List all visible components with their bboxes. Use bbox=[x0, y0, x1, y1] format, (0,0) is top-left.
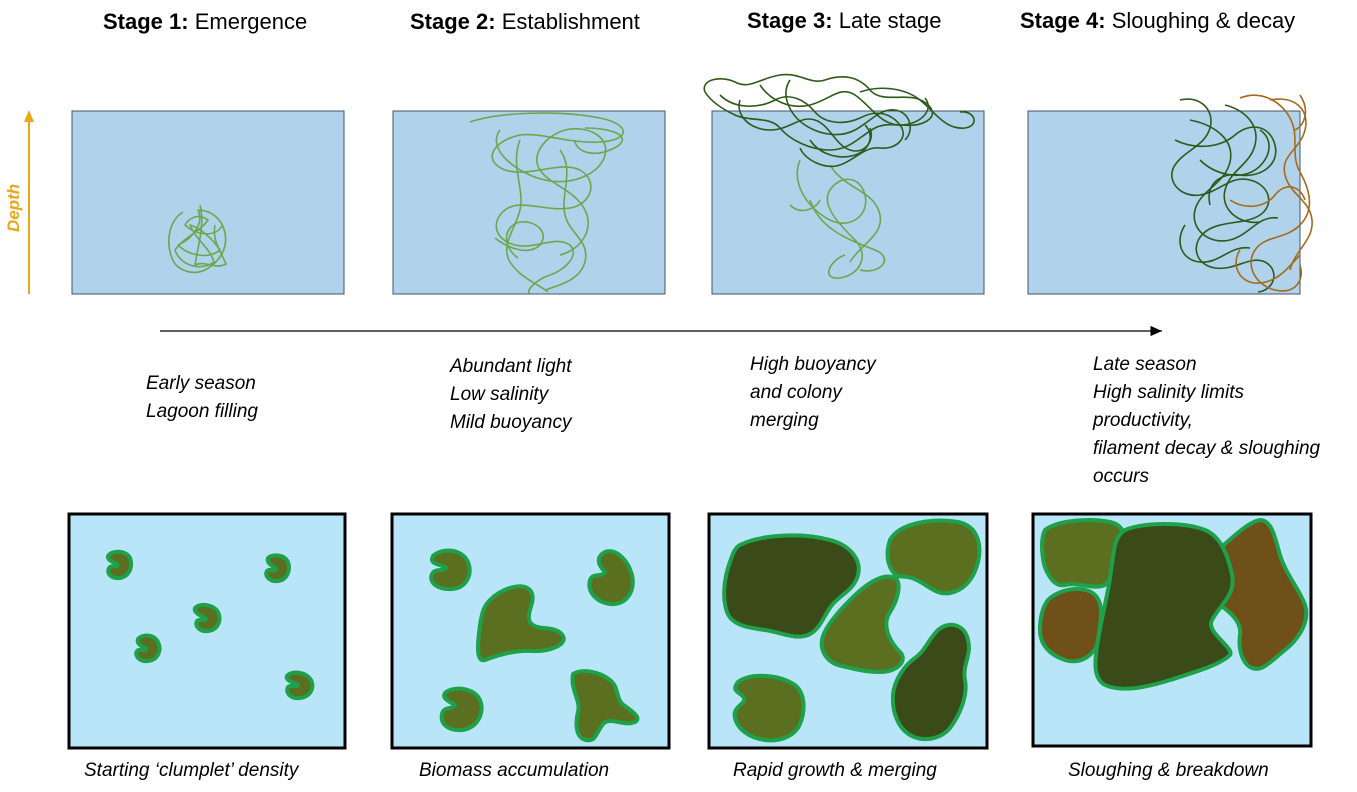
mat-s4-right-brown bbox=[1208, 518, 1309, 671]
clumplet-4 bbox=[134, 633, 162, 664]
filament-mass-stage-4 bbox=[1171, 94, 1313, 293]
clumplet-3 bbox=[192, 602, 222, 634]
stage-4-title: Stage 4: Sloughing & decay bbox=[1020, 8, 1296, 33]
mat-s2-c bbox=[476, 584, 566, 663]
stage-3-caption: Rapid growth & merging bbox=[733, 760, 937, 781]
water-panel-stage-4 bbox=[1027, 110, 1301, 295]
water-panel-stage-3 bbox=[711, 110, 985, 295]
stage-1-caption: Starting ‘clumplet’ density bbox=[84, 760, 299, 781]
clumplet-5 bbox=[284, 670, 315, 701]
mat-s2-e bbox=[439, 686, 484, 733]
clumplet-1 bbox=[105, 549, 134, 581]
clumplet-2 bbox=[264, 553, 291, 584]
water-panel-stage-1 bbox=[71, 110, 345, 295]
stage-2-description: Abundant light Low salinity Mild buoyanc… bbox=[450, 356, 572, 433]
stage-3-title: Stage 3: Late stage bbox=[747, 8, 942, 33]
mat-s4-left-brown bbox=[1038, 587, 1103, 664]
water-panel-stage-2 bbox=[392, 110, 666, 295]
stage-3-description: High buoyancy and colony merging bbox=[750, 354, 876, 431]
mat-s3-dark-bottom bbox=[890, 622, 971, 742]
stage-4-description: Late season High salinity limits product… bbox=[1093, 354, 1321, 487]
mat-s4-top-left bbox=[1040, 518, 1127, 589]
filament-mass-stage-2 bbox=[469, 112, 624, 294]
stage-1-title: Stage 1: Emergence bbox=[103, 9, 308, 34]
stage-4-caption: Sloughing & breakdown bbox=[1068, 760, 1269, 781]
stage-2-title: Stage 2: Establishment bbox=[410, 9, 640, 34]
filament-clump-stage-1 bbox=[168, 204, 227, 274]
filament-mass-stage-3 bbox=[703, 73, 975, 279]
mat-s2-d bbox=[570, 669, 640, 743]
mat-s3-center bbox=[819, 574, 905, 674]
mat-s4-center-dark bbox=[1093, 522, 1235, 691]
mat-s3-dark-large bbox=[722, 533, 861, 639]
mat-s3-top-right bbox=[885, 518, 982, 596]
mat-s3-bottom-left bbox=[732, 673, 806, 743]
stage-1-description: Early season Lagoon filling bbox=[146, 373, 258, 422]
stage-2-caption: Biomass accumulation bbox=[419, 760, 610, 781]
mat-s2-a bbox=[429, 548, 472, 592]
mat-s2-b bbox=[587, 549, 635, 607]
